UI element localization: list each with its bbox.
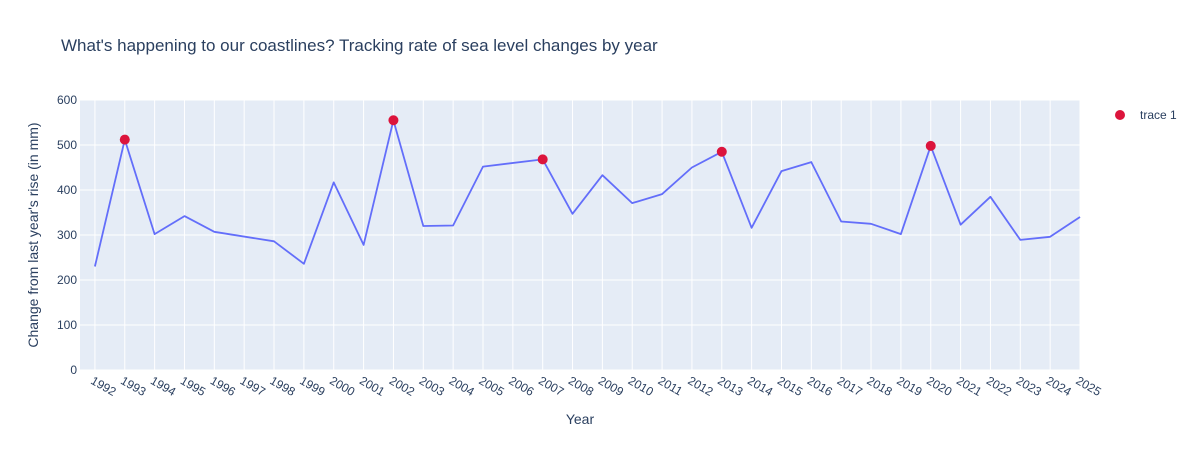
y-tick-label: 500 [57,138,77,152]
x-tick-label: 1998 [268,373,298,399]
x-tick-label: 2001 [357,373,387,399]
x-tick-label: 2002 [387,373,417,399]
x-tick-label: 2019 [894,373,924,399]
x-axis-ticks: 1992 1993 1994 1995 1996 1997 1998 1999 2000 2001… [88,373,1103,399]
y-tick-label: 100 [57,318,77,332]
peak-point[interactable] [119,134,130,145]
x-tick-label: 2008 [566,373,596,399]
x-tick-label: 1996 [208,373,238,399]
x-tick-label: 1999 [297,373,327,399]
x-tick-label: 2024 [1044,373,1074,399]
x-tick-label: 2021 [954,373,984,399]
x-tick-label: 2023 [1014,373,1044,399]
x-tick-label: 2006 [506,373,536,399]
chart-title: What's happening to our coastlines? Trac… [61,36,658,55]
x-tick-label: 2013 [715,373,745,399]
legend-label: trace 1 [1140,108,1177,122]
x-tick-label: 2022 [984,373,1014,399]
x-tick-label: 2012 [685,373,715,399]
x-tick-label: 2009 [596,373,626,399]
x-tick-label: 2004 [447,373,477,399]
x-tick-label: 2015 [775,373,805,399]
legend-marker [1115,110,1125,120]
x-tick-label: 1997 [238,373,268,399]
peak-point[interactable] [716,146,727,157]
y-tick-label: 300 [57,228,77,242]
y-tick-label: 400 [57,183,77,197]
x-tick-label: 2007 [536,373,566,399]
legend[interactable]: trace 1 [1115,108,1177,122]
grid-lines [80,99,1081,371]
y-tick-label: 0 [70,363,77,377]
x-tick-label: 1994 [148,373,178,399]
y-axis-title: Change from last year's rise (in mm) [25,122,41,347]
y-axis-ticks: 0 100 200 300 400 500 600 [57,93,77,377]
x-tick-label: 1993 [118,373,148,399]
y-tick-label: 600 [57,93,77,107]
x-axis-title: Year [566,411,595,427]
x-tick-label: 2018 [865,373,895,399]
x-tick-label: 2020 [924,373,954,399]
x-tick-label: 2000 [327,373,357,399]
peak-point[interactable] [925,140,936,151]
x-tick-label: 2003 [417,373,447,399]
peak-point[interactable] [537,154,548,165]
x-tick-label: 2025 [1074,373,1104,399]
x-tick-label: 2016 [805,373,835,399]
x-tick-label: 2011 [656,373,686,398]
y-tick-label: 200 [57,273,77,287]
x-tick-label: 2010 [626,373,656,399]
x-tick-label: 1995 [178,373,208,399]
sea-level-line [94,119,1081,267]
x-tick-label: 1992 [88,373,118,399]
series-layer [94,115,1081,267]
x-tick-label: 2005 [476,373,506,399]
x-tick-label: 2017 [835,373,865,399]
peak-point[interactable] [388,115,399,126]
x-tick-label: 2014 [745,373,775,399]
